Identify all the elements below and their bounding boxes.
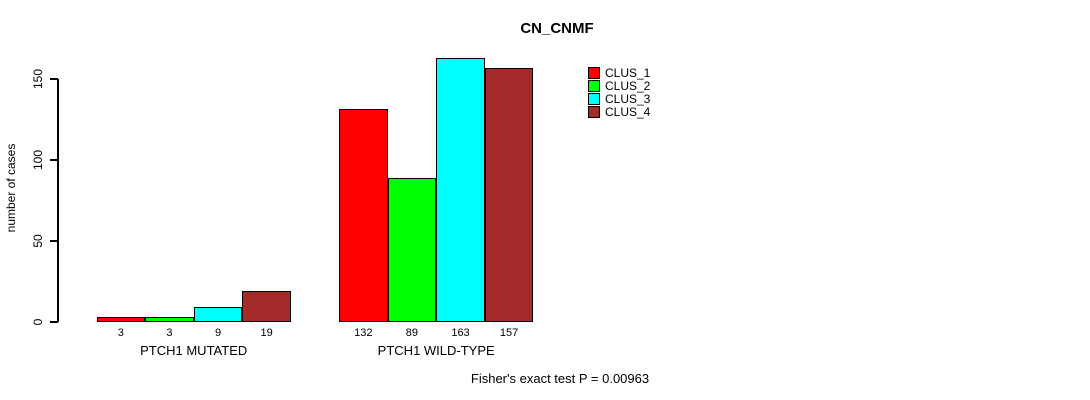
bar-clus_4-group1: [242, 291, 291, 322]
y-axis-line: [57, 79, 59, 322]
bar-clus_1-group1: [96, 317, 146, 322]
y-tick-label-50: 50: [31, 234, 45, 248]
y-tick-mark-0: [50, 321, 58, 323]
bar-clus_2-group2: [387, 178, 437, 322]
annotation-fisher-test: Fisher's exact test P = 0.00963: [470, 371, 650, 386]
bar-clus_3-group1: [193, 307, 243, 322]
legend-swatch-clus_1: [588, 66, 600, 79]
legend-swatch-clus_4: [588, 105, 600, 118]
group-label-2: PTCH1 WILD-TYPE: [377, 343, 495, 358]
bar-clus_2-group1: [145, 317, 194, 322]
legend-label-clus_2: CLUS_2: [605, 78, 651, 93]
legend-label-clus_4: CLUS_4: [605, 104, 651, 119]
y-tick-mark-150: [50, 78, 58, 81]
legend-label-clus_1: CLUS_1: [605, 65, 651, 80]
bar-value-clus_2-group1: 3: [166, 327, 173, 339]
bar-value-clus_3-group1: 9: [214, 327, 222, 339]
y-tick-label-150: 150: [31, 69, 45, 90]
bar-clus_4-group2: [484, 68, 534, 322]
bar-value-clus_1-group2: 132: [354, 327, 373, 339]
bar-value-clus_4-group1: 19: [260, 327, 273, 339]
legend-label-clus_3: CLUS_3: [605, 91, 651, 106]
y-tick-mark-50: [50, 240, 58, 243]
group-label-1: PTCH1 MUTATED: [140, 343, 248, 358]
bar-clus_1-group2: [339, 108, 388, 322]
y-tick-mark-100: [50, 159, 58, 162]
y-tick-label-100: 100: [31, 150, 45, 171]
y-axis-label: number of cases: [4, 143, 18, 233]
legend-swatch-clus_3: [588, 92, 600, 105]
bar-value-clus_3-group2: 163: [451, 327, 470, 339]
bar-clus_3-group2: [436, 58, 485, 322]
bar-value-clus_4-group2: 157: [499, 327, 519, 339]
bar-value-clus_2-group2: 89: [405, 327, 419, 339]
bar-value-clus_1-group1: 3: [117, 327, 124, 339]
chart-title: CN_CNMF: [520, 20, 594, 37]
y-tick-label-0: 0: [31, 318, 45, 326]
legend-swatch-clus_2: [588, 79, 600, 92]
